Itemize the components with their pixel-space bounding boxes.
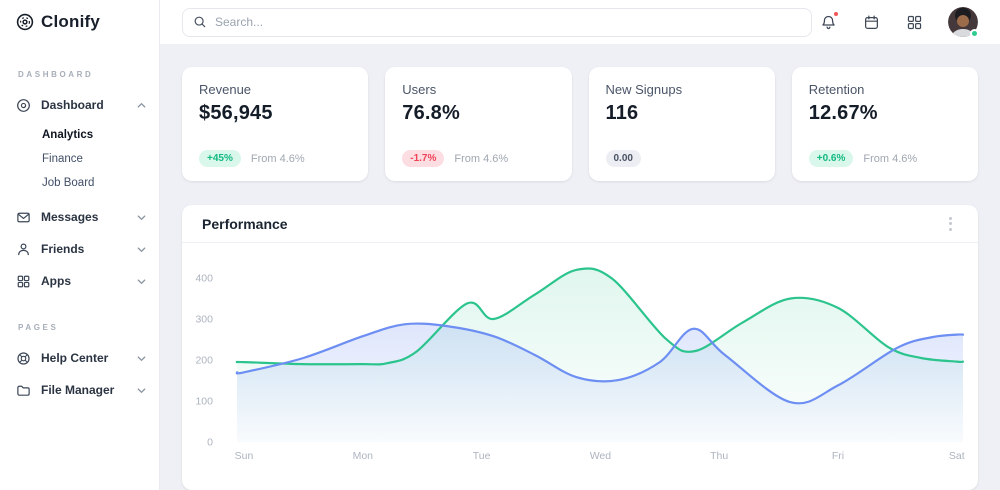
sidebar-item-analytics[interactable]: Analytics	[42, 129, 94, 141]
sidebar-item-file-manager[interactable]: File Manager	[16, 374, 147, 406]
y-axis-tick-label: 400	[195, 273, 213, 285]
stat-value: 12.67%	[808, 102, 878, 124]
stat-title: Retention	[808, 82, 865, 97]
brand-logo[interactable]: Clonify	[0, 0, 159, 44]
y-axis-tick-label: 200	[195, 355, 213, 367]
x-axis-label: Sat	[949, 450, 965, 462]
chevron-down-icon	[136, 212, 147, 223]
kebab-menu-icon[interactable]	[943, 213, 958, 235]
sidebar-item-dashboard[interactable]: Dashboard	[16, 89, 147, 121]
topbar	[160, 0, 1000, 45]
x-axis-label: Wed	[590, 450, 612, 462]
sidebar: Clonify DASHBOARD Dashboard Analytic	[0, 0, 160, 490]
chevron-down-icon	[136, 276, 147, 287]
section-label-pages: PAGES	[18, 323, 59, 332]
mail-icon	[16, 210, 31, 225]
sidebar-item-label: Dashboard	[41, 98, 104, 112]
stats-row: Revenue $56,945 +45% From 4.6% Users 76.…	[182, 67, 978, 181]
user-icon	[16, 242, 31, 257]
topbar-actions	[819, 7, 979, 38]
sidebar-item-label: File Manager	[41, 383, 115, 397]
chart-area-blue	[236, 323, 963, 442]
sidebar-nav: DASHBOARD Dashboard Analytics Finance	[0, 70, 159, 406]
y-axis-tick-label: 300	[195, 314, 213, 326]
x-axis-label: Tue	[473, 450, 491, 462]
dashboard-icon	[16, 98, 31, 113]
stat-card-users: Users 76.8% -1.7% From 4.6%	[385, 67, 572, 181]
grid-icon	[907, 15, 921, 29]
calendar-icon	[864, 14, 878, 29]
performance-title: Performance	[202, 215, 288, 232]
chevron-down-icon	[136, 353, 147, 364]
status-badge: +0.6%	[808, 150, 854, 167]
stat-value: 116	[605, 102, 639, 124]
y-axis-tick-label: 100	[195, 396, 213, 408]
notifications-button[interactable]	[819, 11, 839, 31]
section-label-dashboard: DASHBOARD	[18, 70, 94, 79]
chart-line-blue	[235, 322, 965, 405]
apps-launcher-button[interactable]	[905, 13, 923, 31]
stat-note: From 4.6%	[454, 152, 509, 165]
chevron-down-icon	[136, 244, 147, 255]
search-box[interactable]	[182, 7, 812, 37]
stat-value: 76.8%	[402, 102, 460, 124]
online-status-dot	[970, 29, 979, 38]
clonify-logo-icon	[16, 13, 34, 31]
x-axis-label: Thu	[710, 450, 728, 462]
status-badge: 0.00	[605, 150, 641, 167]
status-badge: -1.7%	[402, 150, 445, 167]
brand-name: Clonify	[41, 12, 101, 31]
sidebar-item-finance[interactable]: Finance	[42, 153, 83, 165]
sidebar-item-help-center[interactable]: Help Center	[16, 342, 147, 374]
lifebuoy-icon	[16, 351, 31, 366]
search-icon	[193, 15, 207, 29]
stat-note: From 4.6%	[863, 152, 918, 165]
performance-chart: 0 100 200 300 400 Sun Mon Tue Wed Thu Fri Sat	[195, 267, 965, 462]
stat-card-retention: Retention 12.67% +0.6% From 4.6%	[791, 67, 978, 181]
chevron-down-icon	[136, 385, 147, 396]
stat-title: New Signups	[605, 82, 683, 97]
sidebar-item-job-board[interactable]: Job Board	[42, 177, 95, 189]
search-input[interactable]	[215, 15, 801, 29]
chevron-up-icon	[136, 100, 147, 111]
calendar-button[interactable]	[862, 13, 880, 31]
stat-card-revenue: Revenue $56,945 +45% From 4.6%	[182, 67, 369, 181]
stat-card-new-signups: New Signups 116 0.00	[588, 67, 775, 181]
x-axis-label: Fri	[832, 450, 844, 462]
performance-card: Performance 0 100 200 300 400 Sun Mon Tue Wed Thu…	[182, 205, 978, 490]
x-axis-label: Mon	[353, 450, 374, 462]
performance-header: Performance	[182, 205, 978, 243]
stat-value: $56,945	[199, 102, 273, 124]
bell-icon	[821, 15, 835, 29]
x-axis-label: Sun	[235, 450, 254, 462]
sidebar-item-messages[interactable]: Messages	[16, 201, 147, 233]
sidebar-item-label: Apps	[41, 274, 71, 288]
stat-note: From 4.6%	[250, 152, 305, 165]
notification-dot	[833, 11, 839, 17]
sidebar-item-apps[interactable]: Apps	[16, 265, 147, 297]
sidebar-item-label: Friends	[41, 242, 85, 256]
apps-grid-icon	[16, 274, 31, 289]
status-badge: +45%	[199, 150, 241, 167]
sidebar-item-label: Messages	[41, 210, 99, 224]
sidebar-item-friends[interactable]: Friends	[16, 233, 147, 265]
dashboard-subnav: Analytics Finance Job Board	[42, 123, 147, 195]
sidebar-item-label: Help Center	[41, 351, 109, 365]
user-avatar[interactable]	[948, 7, 979, 38]
y-axis-tick-label: 0	[207, 437, 213, 449]
stat-title: Users	[402, 82, 437, 97]
stat-title: Revenue	[199, 82, 252, 97]
chart-line-green	[235, 267, 965, 366]
main-content: Revenue $56,945 +45% From 4.6% Users 76.…	[160, 45, 1000, 490]
folder-icon	[16, 383, 31, 398]
